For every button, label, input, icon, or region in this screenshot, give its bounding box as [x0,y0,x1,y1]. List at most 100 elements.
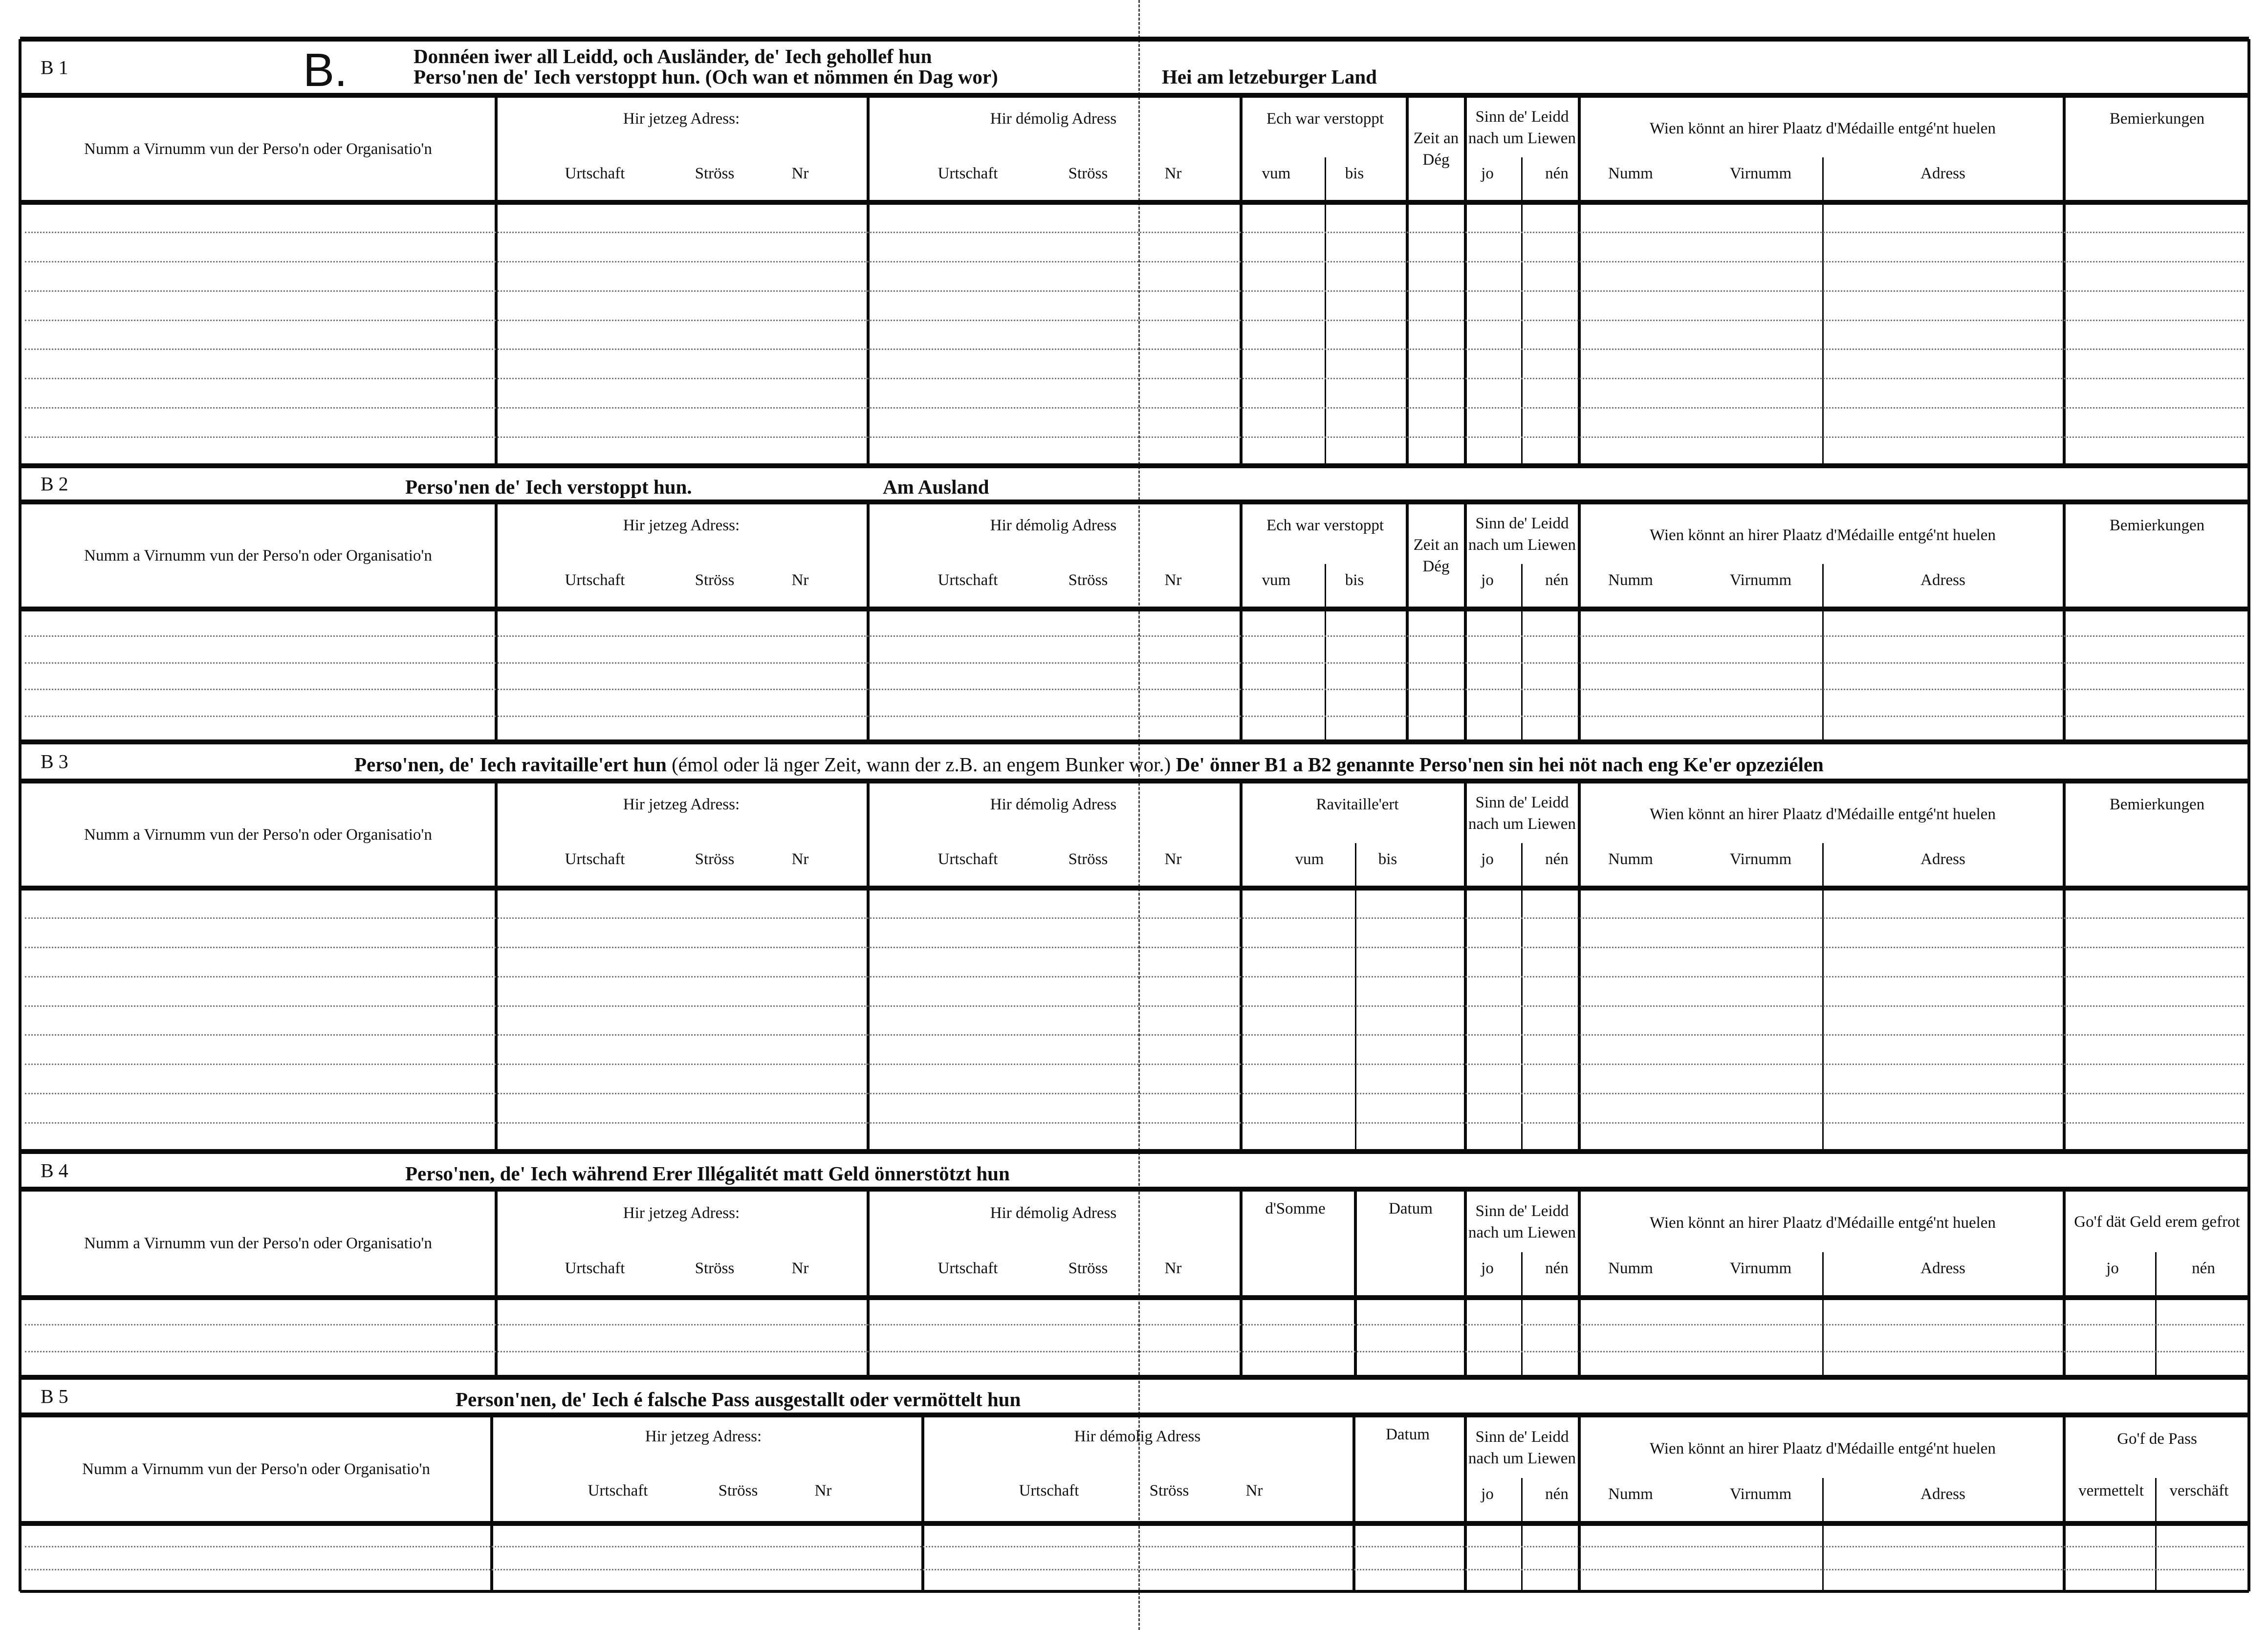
section-b2-rule [20,607,2249,611]
section-b5-right-border [2247,1377,2250,1591]
header-numm: Numm [1608,1485,1653,1503]
header-stross: Ströss [718,1482,758,1500]
column-divider [1406,95,1409,466]
entry-row-line[interactable] [25,1568,2244,1570]
section-b2-id: B 2 [41,473,68,495]
entry-row-line[interactable] [25,1093,2244,1095]
header-adress: Adress [1920,850,1965,868]
entry-row-line[interactable] [25,1034,2244,1036]
subcolumn-divider [2155,1478,2157,1591]
section-b1-title-extra: Hei am letzeburger Land [1162,65,1377,88]
column-divider [495,502,498,742]
header-wien: Wien könnt an hirer Plaatz d'Médaille en… [1650,805,1996,823]
column-divider [1240,781,1243,1152]
header-sinn: Sinn de' Leidd nach um Liewen [1468,1428,1576,1467]
column-divider [867,781,870,1152]
subcolumn-divider [1822,1252,1824,1377]
entry-row-line[interactable] [25,436,2244,438]
header-current-address: Hir jetzeg Adress: [623,517,740,535]
section-b4-right-border [2247,1152,2250,1377]
entry-row-line[interactable] [25,635,2244,637]
header-nr: Nr [791,571,809,589]
header-datum: Datum [1386,1425,1430,1443]
entry-row-line[interactable] [25,261,2244,262]
header-urtschaft: Urtschaft [938,571,998,589]
subcolumn-divider [1521,1478,1523,1591]
header-virnumm: Virnumm [1729,1485,1792,1503]
section-b2-rule [20,463,2249,468]
section-b1-title-line1: Donnéen iwer all Leidd, och Ausländer, d… [414,45,932,67]
column-divider [867,502,870,742]
header-stross: Ströss [1068,571,1108,589]
header-numm: Numm [1608,571,1653,589]
header-hidden: Ech war verstoppt [1266,517,1384,535]
header-stross: Ströss [695,1260,735,1278]
section-b3-left-border [19,742,22,1152]
header-stross: Ströss [1068,1260,1108,1278]
entry-row-line[interactable] [25,1122,2244,1124]
header-numm: Numm [1608,850,1653,868]
entry-row-line[interactable] [25,662,2244,664]
header-nr: Nr [1164,571,1182,589]
header-nen: nén [1545,1485,1569,1503]
section-b2-left-border [19,466,22,742]
header-virnumm: Virnumm [1729,164,1792,182]
column-divider [1578,95,1581,466]
column-divider [1578,781,1581,1152]
column-divider [1578,502,1581,742]
subcolumn-divider [1822,157,1824,466]
section-letter-b: B. [303,43,348,96]
entry-row-line[interactable] [25,348,2244,350]
header-jo: jo [1481,164,1494,182]
header-numm: Numm [1608,1260,1653,1278]
header-wien: Wien könnt an hirer Plaatz d'Médaille en… [1650,1439,1996,1457]
entry-row-line[interactable] [25,946,2244,948]
header-sinn: Sinn de' Leidd nach um Liewen [1468,793,1576,833]
fold-line [1138,0,1140,1630]
section-b1-id: B 1 [41,56,68,78]
entry-row-line[interactable] [25,1005,2244,1007]
entry-row-line[interactable] [25,1350,2244,1352]
column-divider [495,1189,498,1377]
section-b5-left-border [19,1377,22,1591]
entry-row-line[interactable] [25,378,2244,380]
entry-row-line[interactable] [25,1064,2244,1065]
entry-row-line[interactable] [25,1546,2244,1548]
header-virnumm: Virnumm [1729,571,1792,589]
subcolumn-divider [1822,1478,1824,1591]
entry-row-line[interactable] [25,689,2244,691]
entry-row-line[interactable] [25,319,2244,321]
column-divider [1240,502,1243,742]
entry-row-line[interactable] [25,290,2244,292]
column-divider [495,781,498,1152]
column-divider [1464,1189,1467,1377]
header-adress: Adress [1920,571,1965,589]
section-b2-rule [20,500,2249,504]
header-nr: Nr [1164,1260,1182,1278]
entry-row-line[interactable] [25,231,2244,233]
entry-row-line[interactable] [25,407,2244,409]
header-bis: bis [1378,850,1397,868]
entry-row-line[interactable] [25,976,2244,978]
header-bemierkungen: Bemierkungen [2109,517,2205,535]
header-nr: Nr [1164,164,1182,182]
subcolumn-divider [2155,1252,2157,1377]
header-vum: vum [1262,164,1291,182]
section-b3-id: B 3 [41,750,68,773]
header-urtschaft: Urtschaft [565,850,625,868]
section-b2-title: Perso'nen de' Iech verstoppt hun. [405,476,692,498]
column-divider [1464,95,1467,466]
header-bemierkungen: Bemierkungen [2109,796,2205,814]
entry-row-line[interactable] [25,917,2244,919]
section-b4-id: B 4 [41,1159,68,1181]
section-b3-title: Perso'nen, de' Iech ravitaille'ert hun (… [354,753,1824,776]
section-b1-title-line2: Perso'nen de' Iech verstoppt hun. (Och w… [414,65,998,88]
header-ravitailleert: Ravitaille'ert [1316,796,1399,814]
header-stross: Ströss [695,850,735,868]
entry-row-line[interactable] [25,1324,2244,1326]
section-b4-rule [20,1187,2249,1192]
entry-row-line[interactable] [25,715,2244,717]
header-former-address: Hir démolig Adress [1074,1428,1201,1446]
header-nen: nén [1545,571,1569,589]
header-zeit: Zeit an Dég [1413,536,1459,575]
